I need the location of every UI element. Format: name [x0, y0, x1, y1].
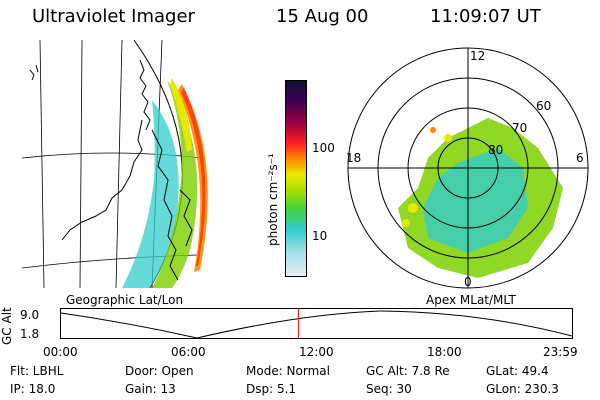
- altitude-plot: [60, 308, 573, 339]
- status-gain: Gain: 13: [125, 382, 176, 396]
- status-door: Door: Open: [125, 364, 194, 378]
- lat-label-80: 80: [488, 143, 503, 157]
- status-glat: GLat: 49.4: [486, 364, 549, 378]
- status-dsp: Dsp: 5.1: [246, 382, 297, 396]
- polar-plot: 12 18 6 0 60 70 80: [346, 47, 589, 289]
- right-map-caption: Apex MLat/MLT: [426, 293, 516, 307]
- status-flt: Flt: LBHL: [10, 364, 64, 378]
- lat-label-60: 60: [536, 99, 551, 113]
- altitude-xtick-2359: 23:59: [543, 345, 578, 359]
- status-seq: Seq: 30: [366, 382, 412, 396]
- mlt-spokes: [348, 48, 588, 288]
- altitude-curve: [60, 310, 573, 339]
- coastline: [29, 59, 193, 281]
- app-title: Ultraviolet Imager: [32, 6, 195, 27]
- altitude-xtick-0600: 06:00: [171, 345, 206, 359]
- status-mode: Mode: Normal: [246, 364, 330, 378]
- colorbar: [285, 80, 307, 277]
- altitude-ytick-high: 9.0: [20, 308, 40, 322]
- date-label: 15 Aug 00: [276, 6, 369, 27]
- status-ip: IP: 18.0: [10, 382, 56, 396]
- altitude-ylabel: GC Alt: [0, 307, 14, 345]
- mlt-label-18: 18: [346, 151, 361, 165]
- left-map-caption: Geographic Lat/Lon: [66, 293, 184, 307]
- status-glon: GLon: 230.3: [486, 382, 559, 396]
- colorbar-label: photon cm⁻²s⁻¹: [266, 153, 280, 246]
- altitude-xtick-1200: 12:00: [299, 345, 334, 359]
- aurora-band: [122, 78, 208, 288]
- mlt-label-6: 6: [576, 151, 584, 165]
- geographic-map: [22, 40, 208, 288]
- altitude-ytick-low: 1.8: [20, 327, 40, 341]
- altitude-xtick-1800: 18:00: [427, 345, 462, 359]
- status-gc-alt: GC Alt: 7.8 Re: [366, 364, 450, 378]
- colorbar-tick-10: 10: [312, 229, 328, 243]
- aurora-core: [423, 148, 528, 253]
- mlt-label-12: 12: [470, 49, 485, 63]
- time-label: 11:09:07 UT: [430, 6, 541, 27]
- colorbar-tick-100: 100: [312, 141, 335, 155]
- mlt-label-0: 0: [464, 275, 472, 289]
- lat-label-70: 70: [512, 121, 527, 135]
- altitude-xtick-0000: 00:00: [43, 345, 78, 359]
